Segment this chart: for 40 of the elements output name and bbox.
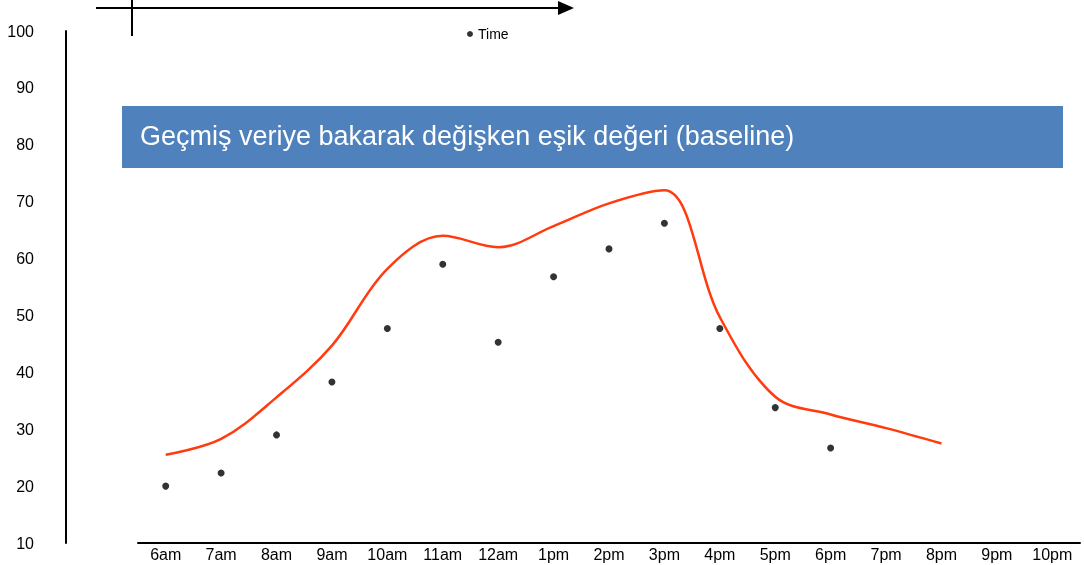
x-tick-label: 8pm — [925, 545, 958, 563]
y-tick-label: 50 — [16, 306, 35, 324]
y-tick-label: 30 — [16, 420, 35, 438]
y-tick-label: 70 — [16, 193, 35, 211]
point — [771, 404, 779, 412]
x-tick-label: 11am — [423, 545, 463, 563]
y-tick-label: 60 — [16, 250, 35, 268]
x-tick-label: 10pm — [1032, 545, 1073, 563]
x-tick-label: 1pm — [538, 545, 570, 563]
point — [273, 431, 281, 439]
x-tick-label: 4pm — [704, 545, 736, 563]
y-tick-label: 40 — [16, 363, 35, 381]
x-tick-label: 3pm — [648, 545, 680, 563]
x-tick-label: 9pm — [981, 545, 1013, 563]
x-tick-label: 10am — [367, 545, 408, 563]
x-tick-label: 5pm — [759, 545, 791, 563]
x-tick-label: 2pm — [593, 545, 625, 563]
x-tick-label: 12am — [478, 545, 519, 563]
point — [439, 260, 447, 268]
point — [162, 482, 170, 490]
point — [660, 219, 668, 227]
x-tick-label: 7am — [205, 545, 237, 563]
legend-label: Time — [478, 26, 509, 42]
y-tick-label: 90 — [16, 79, 35, 97]
point — [716, 325, 724, 333]
y-tick-label: 20 — [16, 477, 35, 495]
point — [494, 338, 502, 346]
line-series — [164, 189, 943, 457]
y-tick-label: 80 — [16, 136, 35, 154]
x-tick-label: 9am — [316, 545, 348, 563]
x-tick-label: 6pm — [815, 545, 847, 563]
point — [383, 325, 391, 333]
y-tick-label: 10 — [16, 534, 35, 552]
x-tick-label: 6am — [150, 545, 182, 563]
point — [827, 444, 835, 452]
banner: Geçmiş veriye bakarak değişken eşik değeri (baseline) — [122, 106, 1063, 168]
y-tick-label: 100 — [7, 22, 35, 40]
point — [550, 273, 558, 281]
x-tick-label: 8am — [260, 545, 293, 563]
x-tick-label: 7pm — [870, 545, 902, 563]
